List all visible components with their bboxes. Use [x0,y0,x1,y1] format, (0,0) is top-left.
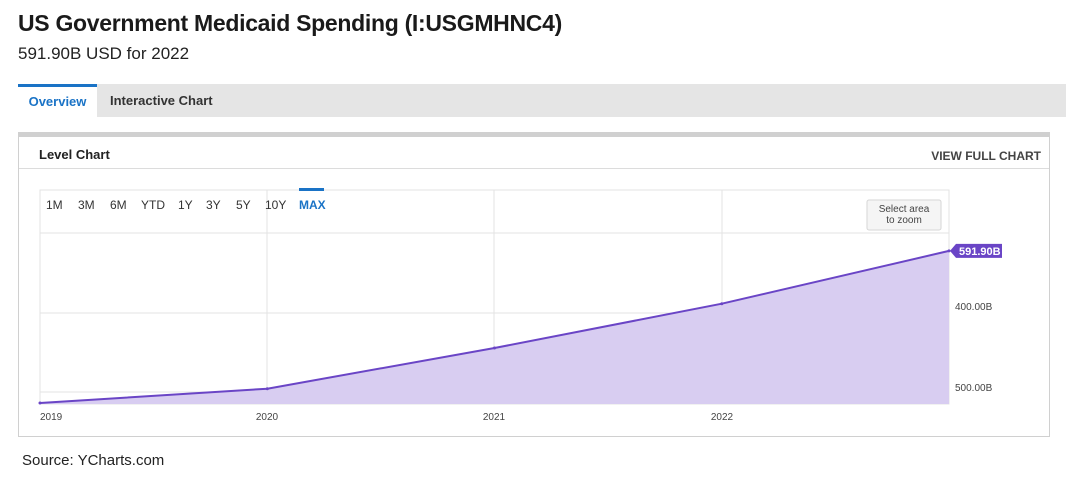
range-button-3m[interactable]: 3M [78,198,95,212]
zoom-hint-box [866,199,942,231]
range-button-max[interactable]: MAX [299,198,326,212]
range-button-6m[interactable]: 6M [110,198,127,212]
last-value-label: 591.90B [959,246,1001,258]
x-tick-label: 2022 [711,412,734,423]
range-button-1y[interactable]: 1Y [178,198,193,212]
x-tick-label: 2021 [483,412,506,423]
y-tick-label: 500.00B [955,383,993,394]
data-point [493,346,496,350]
card-divider [19,168,1049,169]
zoom-hint-text: to zoom [886,215,922,226]
page-title: US Government Medicaid Spending (I:USGMH… [18,10,562,36]
page-subtitle: 591.90B USD for 2022 [18,44,190,63]
tab-interactive-chart[interactable]: Interactive Chart [110,93,213,108]
source-note: Source: YCharts.com [22,452,165,469]
series-area [40,250,949,404]
card-title: Level Chart [39,147,110,162]
range-button-3y[interactable]: 3Y [206,198,221,212]
data-point [947,249,951,253]
range-button-ytd[interactable]: YTD [141,198,165,212]
x-tick-label: 2019 [40,412,63,423]
view-full-chart-link[interactable]: VIEW FULL CHART [931,149,1041,163]
range-button-1m[interactable]: 1M [46,198,63,212]
tab-bar: Overview Interactive Chart [18,84,1066,117]
zoom-hint-text: Select area [879,204,930,215]
data-point [720,302,724,306]
range-active-indicator [299,188,324,191]
x-tick-label: 2020 [256,412,279,423]
data-point [265,387,269,391]
y-tick-label: 400.00B [955,302,993,313]
data-point [38,401,42,405]
last-value-badge [950,243,1002,258]
range-button-10y[interactable]: 10Y [265,198,286,212]
tab-overview[interactable]: Overview [18,84,97,117]
range-button-5y[interactable]: 5Y [236,198,251,212]
